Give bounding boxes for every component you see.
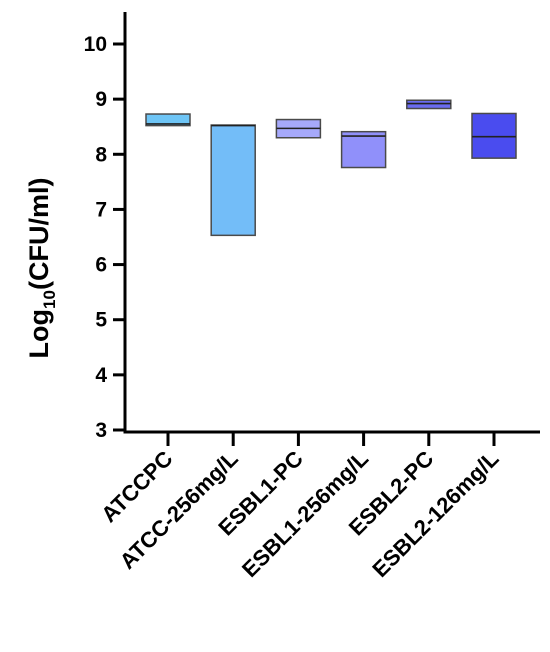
bar-atccpc	[145, 113, 191, 127]
bar-esbl2-pc	[406, 99, 452, 110]
y-tick-label: 3	[95, 419, 107, 442]
y-tick-label: 4	[95, 364, 107, 387]
y-tick-label: 5	[95, 309, 107, 332]
x-tick-label: ATCC-256mg/L	[115, 446, 243, 574]
y-tick-label: 8	[95, 143, 107, 166]
x-tick-labels: ATCCPCATCC-256mg/LESBL1-PCESBL1-256mg/LE…	[96, 446, 503, 582]
y-axis-label: Log10(CFU/ml)	[24, 178, 59, 359]
y-tick-label: 10	[84, 33, 107, 56]
y-tick-label: 7	[95, 198, 107, 221]
bar-esbl2-126mg-l	[471, 112, 517, 159]
bar-atcc-256mg-l	[210, 124, 256, 237]
x-axis	[123, 430, 540, 446]
y-axis: 3 4 5 6 7 8 9 10	[84, 12, 127, 442]
bars	[145, 99, 517, 237]
y-axis-label-prefix: Log	[24, 309, 54, 358]
y-axis-label-suffix: (CFU/ml)	[24, 178, 54, 290]
y-tick-label: 6	[95, 254, 107, 277]
y-tick-label: 9	[95, 88, 107, 111]
y-axis-label-subscript: 10	[40, 290, 59, 309]
bar-esbl1-256mg-l	[340, 130, 387, 169]
